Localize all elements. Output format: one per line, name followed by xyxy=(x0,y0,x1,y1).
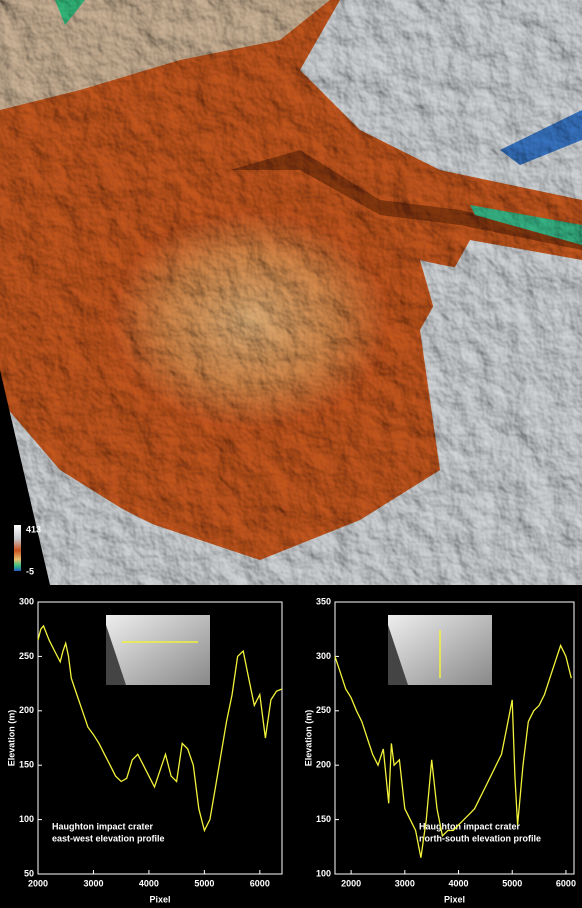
colorbar-max: 413 xyxy=(26,524,41,534)
colorbar-min: -5 xyxy=(26,566,34,576)
x-tick-label: 6000 xyxy=(556,878,576,888)
y-tick-label: 250 xyxy=(19,651,34,661)
y-tick-label: 50 xyxy=(24,868,34,878)
y-axis-label: Elevation (m) xyxy=(6,710,16,767)
y-tick-label: 150 xyxy=(19,760,34,770)
x-tick-label: 3000 xyxy=(395,878,415,888)
annotation: Haughton impact crater xyxy=(52,821,154,831)
x-tick-label: 4000 xyxy=(139,878,159,888)
x-tick-label: 5000 xyxy=(194,878,214,888)
annotation: north-south elevation profile xyxy=(419,833,541,843)
x-tick-label: 2000 xyxy=(28,878,48,888)
y-tick-label: 350 xyxy=(316,596,331,606)
x-tick-label: 5000 xyxy=(502,878,522,888)
y-tick-label: 100 xyxy=(19,814,34,824)
relief-map xyxy=(0,0,582,585)
x-tick-label: 4000 xyxy=(449,878,469,888)
annotation: east-west elevation profile xyxy=(52,833,165,843)
annotation: Haughton impact crater xyxy=(419,821,521,831)
y-tick-label: 100 xyxy=(316,868,331,878)
y-tick-label: 200 xyxy=(316,760,331,770)
y-tick-label: 300 xyxy=(316,651,331,661)
y-axis-label: Elevation (m) xyxy=(303,710,313,767)
x-axis-label: Pixel xyxy=(149,894,170,904)
x-tick-label: 2000 xyxy=(341,878,361,888)
figure: 413 -5 50 100 150 200 250 300 2000 3000 4000 5000… xyxy=(0,0,582,908)
y-tick-label: 200 xyxy=(19,705,34,715)
y-tick-label: 150 xyxy=(316,814,331,824)
y-tick-label: 250 xyxy=(316,705,331,715)
y-tick-label: 300 xyxy=(19,596,34,606)
colorbar xyxy=(14,525,21,571)
x-tick-label: 6000 xyxy=(250,878,270,888)
x-tick-label: 3000 xyxy=(83,878,103,888)
page: 413 -5 50 100 150 200 250 300 2000 3000 4000 5000… xyxy=(0,0,582,908)
x-axis-label: Pixel xyxy=(444,894,465,904)
